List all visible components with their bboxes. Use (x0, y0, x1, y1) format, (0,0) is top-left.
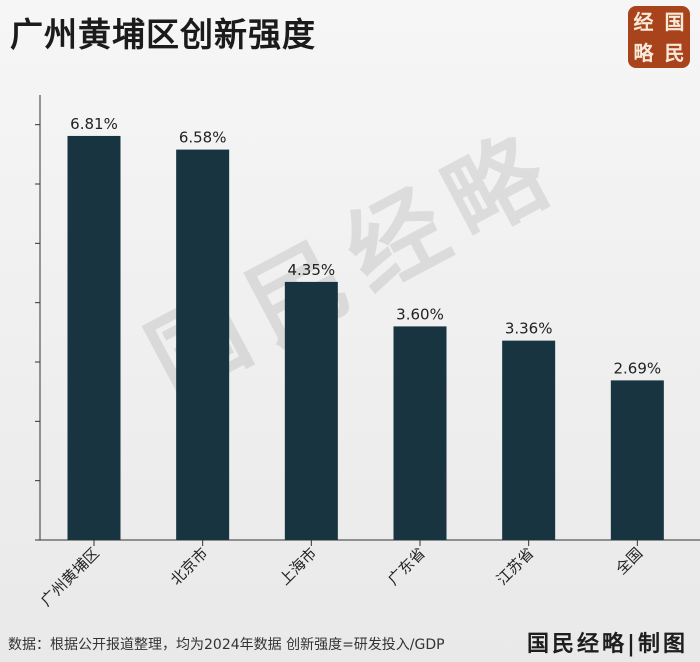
data-label: 6.58% (179, 129, 227, 147)
logo-char: 国 (664, 9, 685, 34)
bar (610, 380, 664, 540)
logo-char: 略 (633, 40, 654, 65)
logo-char: 经 (633, 9, 654, 34)
x-tick-label: 全国 (612, 544, 646, 578)
x-tick-label: 北京市 (167, 544, 212, 589)
brand-logo: 经 国 略 民 (628, 6, 690, 68)
x-tick-label: 上海市 (276, 544, 321, 589)
data-label: 2.69% (614, 359, 662, 377)
bar (393, 326, 447, 540)
bar (502, 340, 556, 540)
data-label: 3.60% (396, 305, 444, 323)
data-label: 4.35% (288, 261, 336, 279)
data-label: 6.81% (70, 115, 118, 133)
x-tick-label: 广东省 (384, 544, 429, 589)
x-tick-label: 广州黄埔区 (37, 544, 103, 610)
footer-brand: 国民经略|制图 (526, 631, 688, 657)
logo-char: 民 (664, 40, 685, 65)
bar (284, 281, 338, 540)
bar (67, 135, 121, 540)
x-tick-label: 江苏省 (493, 544, 538, 589)
source-note: 数据：根据公开报道整理，均为2024年数据 创新强度=研发投入/GDP (8, 637, 445, 653)
bar (176, 149, 230, 540)
data-label: 3.36% (505, 320, 553, 338)
chart-title: 广州黄埔区创新强度 (10, 15, 316, 54)
